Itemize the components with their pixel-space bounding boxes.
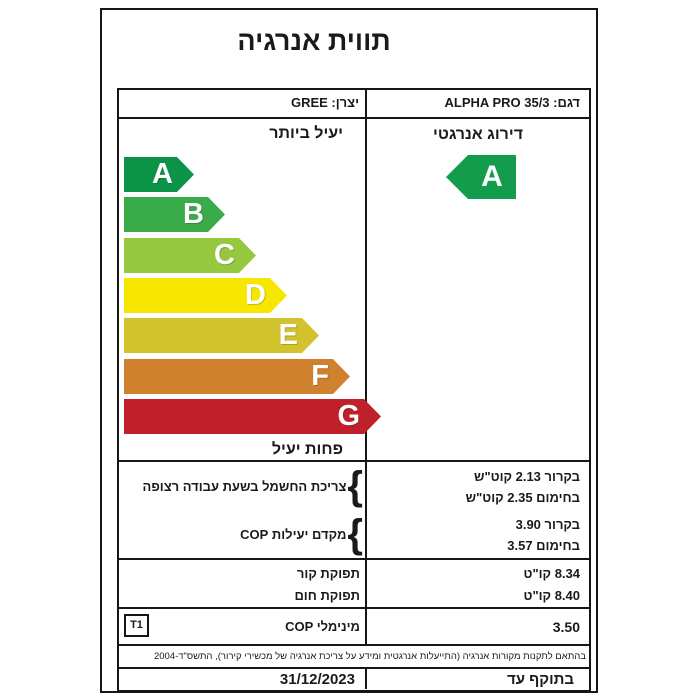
power-consumption-label: צריכת החשמל בשעת עבודה רצופה bbox=[142, 478, 347, 494]
validity-date: 31/12/2023 bbox=[279, 671, 355, 688]
page-title: תווית אנרגיה bbox=[237, 26, 391, 56]
least-efficient-label: פחות יעיל bbox=[271, 441, 343, 458]
validity-label-cell: בתוקף עד bbox=[367, 669, 589, 689]
model-text: דגם: ALPHA PRO 35/3 bbox=[444, 95, 580, 110]
heating-output-value: 8.40 קו"ט bbox=[523, 588, 580, 603]
heating-output-label: תפוקת חום bbox=[294, 588, 360, 603]
rating-badge-icon: A bbox=[446, 155, 516, 199]
label-table: יצרן: GREE דגם: ALPHA PRO 35/3 יעיל ביות… bbox=[117, 88, 591, 692]
output-row: תפוקת קור תפוקת חום 8.34 קו"ט 8.40 קו"ט bbox=[119, 558, 589, 607]
power-consumption-group: צריכת החשמל בשעת עבודה רצופה { bbox=[121, 464, 363, 508]
energy-label-page: תווית אנרגיה יצרן: GREE דגם: ALPHA PRO 3… bbox=[100, 8, 598, 693]
consumption-labels-cell: צריכת החשמל בשעת עבודה רצופה { מקדם יעיל… bbox=[119, 462, 367, 558]
minimal-cop-label-cell: T1 COP מינימלי bbox=[119, 609, 367, 644]
output-values-cell: 8.34 קו"ט 8.40 קו"ט bbox=[367, 560, 589, 607]
power-values: בקרור 2.13 קוט"ש בחימום 2.35 קוט"ש bbox=[371, 466, 580, 508]
cooling-output-value: 8.34 קו"ט bbox=[523, 566, 580, 581]
rating-arrow-e: E bbox=[124, 318, 319, 353]
arrow-letter: A bbox=[152, 158, 173, 190]
rating-grade: A bbox=[481, 160, 503, 193]
efficiency-scale-cell: יעיל ביותר A B C D E F G פח bbox=[119, 119, 367, 460]
rating-arrow-d: D bbox=[124, 278, 287, 313]
value-line: בקרור 3.90 bbox=[515, 517, 580, 532]
brace-icon: { bbox=[347, 464, 363, 508]
regulation-note: בהתאם לתקנות מקורות אנרגיה (התייעלות אנר… bbox=[153, 651, 586, 662]
value-line: בקרור 2.13 קוט"ש bbox=[474, 469, 580, 484]
manufacturer-text: יצרן: GREE bbox=[290, 95, 359, 110]
header-row: יצרן: GREE דגם: ALPHA PRO 35/3 bbox=[119, 90, 589, 117]
rating-arrow-a: A bbox=[124, 157, 194, 192]
arrow-letter: D bbox=[245, 279, 266, 311]
consumption-row: צריכת החשמל בשעת עבודה רצופה { מקדם יעיל… bbox=[119, 460, 589, 558]
energy-rating-cell: דירוג אנרגטי A bbox=[367, 119, 589, 460]
manufacturer-cell: יצרן: GREE bbox=[119, 90, 367, 117]
minimal-cop-label: COP מינימלי bbox=[285, 619, 360, 634]
arrow-letter: G bbox=[337, 400, 360, 432]
minimal-cop-value-cell: 3.50 bbox=[367, 609, 589, 644]
rating-column-title: דירוג אנרגטי bbox=[432, 126, 524, 143]
minimal-cop-value: 3.50 bbox=[552, 618, 580, 635]
minimal-cop-row: T1 COP מינימלי 3.50 bbox=[119, 607, 589, 644]
rating-row: יעיל ביותר A B C D E F G פח bbox=[119, 117, 589, 460]
value-line: בחימום 2.35 קוט"ש bbox=[465, 490, 580, 505]
rating-arrow-f: F bbox=[124, 359, 350, 394]
validity-date-cell: 31/12/2023 bbox=[119, 669, 367, 689]
arrow-letter: F bbox=[311, 360, 329, 392]
arrow-letter: C bbox=[214, 239, 235, 271]
value-line: בחימום 3.57 bbox=[507, 538, 580, 553]
t1-badge: T1 bbox=[124, 614, 149, 637]
regulation-row: בהתאם לתקנות מקורות אנרגיה (התייעלות אנר… bbox=[119, 644, 589, 667]
model-cell: דגם: ALPHA PRO 35/3 bbox=[367, 90, 589, 117]
rating-arrow-g: G bbox=[124, 399, 381, 434]
rating-arrow-c: C bbox=[124, 238, 256, 273]
cop-factor-label: מקדם יעילות COP bbox=[240, 526, 347, 542]
cop-factor-group: מקדם יעילות COP { bbox=[121, 512, 363, 556]
brace-icon: { bbox=[347, 512, 363, 556]
rating-arrow-b: B bbox=[124, 197, 225, 232]
consumption-values-cell: בקרור 2.13 קוט"ש בחימום 2.35 קוט"ש בקרור… bbox=[367, 462, 589, 558]
validity-row: 31/12/2023 בתוקף עד bbox=[119, 667, 589, 689]
arrow-letter: E bbox=[278, 319, 298, 351]
arrow-letter: B bbox=[183, 198, 204, 230]
output-labels-cell: תפוקת קור תפוקת חום bbox=[119, 560, 367, 607]
cop-values: בקרור 3.90 בחימום 3.57 bbox=[371, 514, 580, 556]
validity-label: בתוקף עד bbox=[507, 671, 574, 688]
cooling-output-label: תפוקת קור bbox=[296, 566, 360, 581]
most-efficient-label: יעיל ביותר bbox=[269, 125, 343, 142]
